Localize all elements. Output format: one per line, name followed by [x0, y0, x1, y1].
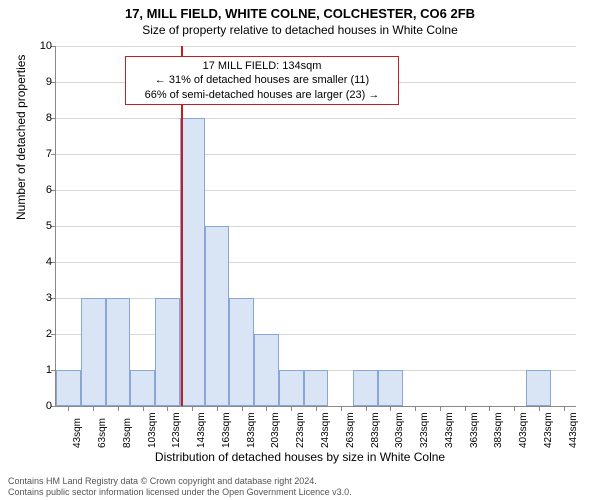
x-tick-label: 263sqm	[345, 412, 356, 448]
y-gridline	[56, 190, 576, 191]
x-tick-label: 283sqm	[370, 412, 381, 448]
y-gridline	[56, 118, 576, 119]
chart-subtitle: Size of property relative to detached ho…	[0, 23, 600, 37]
x-tick	[217, 406, 218, 411]
x-tick	[93, 406, 94, 411]
bar	[279, 370, 304, 406]
x-tick	[68, 406, 69, 411]
x-tick	[192, 406, 193, 411]
bar	[56, 370, 81, 406]
x-tick	[316, 406, 317, 411]
x-tick	[539, 406, 540, 411]
x-axis-title: Distribution of detached houses by size …	[0, 450, 600, 464]
bar	[378, 370, 403, 406]
y-tick-label: 1	[32, 364, 52, 376]
y-tick-label: 8	[32, 112, 52, 124]
x-tick-label: 223sqm	[295, 412, 306, 448]
footer: Contains HM Land Registry data © Crown c…	[8, 476, 352, 498]
x-tick-label: 403sqm	[518, 412, 529, 448]
x-tick-label: 143sqm	[196, 412, 207, 448]
y-gridline	[56, 262, 576, 263]
x-tick	[366, 406, 367, 411]
bar	[155, 298, 180, 406]
bar	[130, 370, 155, 406]
x-tick-label: 103sqm	[147, 412, 158, 448]
y-gridline	[56, 226, 576, 227]
x-tick	[291, 406, 292, 411]
y-tick-label: 2	[32, 328, 52, 340]
x-tick-label: 203sqm	[270, 412, 281, 448]
x-tick-label: 423sqm	[543, 412, 554, 448]
bar	[526, 370, 551, 406]
bar	[229, 298, 254, 406]
x-tick	[440, 406, 441, 411]
footer-line1: Contains HM Land Registry data © Crown c…	[8, 476, 352, 487]
footer-line2: Contains public sector information licen…	[8, 487, 352, 498]
bar	[304, 370, 329, 406]
x-tick	[514, 406, 515, 411]
x-tick	[489, 406, 490, 411]
x-tick	[564, 406, 565, 411]
chart-area: 01234567891043sqm63sqm83sqm103sqm123sqm1…	[55, 46, 575, 406]
x-tick-label: 43sqm	[72, 418, 83, 448]
annot-line1: 17 MILL FIELD: 134sqm	[132, 59, 392, 73]
bar	[106, 298, 131, 406]
x-tick-label: 83sqm	[122, 418, 133, 448]
x-tick-label: 303sqm	[394, 412, 405, 448]
x-tick-label: 243sqm	[320, 412, 331, 448]
x-tick-label: 163sqm	[221, 412, 232, 448]
x-tick-label: 63sqm	[97, 418, 108, 448]
bar	[180, 118, 205, 406]
x-tick	[118, 406, 119, 411]
y-tick-label: 6	[32, 184, 52, 196]
y-gridline	[56, 46, 576, 47]
y-gridline	[56, 154, 576, 155]
y-gridline	[56, 334, 576, 335]
bar	[353, 370, 378, 406]
y-tick-label: 0	[32, 400, 52, 412]
x-tick	[341, 406, 342, 411]
annot-line3: 66% of semi-detached houses are larger (…	[132, 88, 392, 102]
annot-line2: ← 31% of detached houses are smaller (11…	[132, 73, 392, 87]
x-tick	[465, 406, 466, 411]
annotation-box: 17 MILL FIELD: 134sqm ← 31% of detached …	[125, 56, 399, 105]
bar	[254, 334, 279, 406]
x-tick-label: 323sqm	[419, 412, 430, 448]
y-tick-label: 5	[32, 220, 52, 232]
bar	[81, 298, 106, 406]
x-tick-label: 383sqm	[493, 412, 504, 448]
x-tick-label: 343sqm	[444, 412, 455, 448]
y-tick-label: 9	[32, 76, 52, 88]
chart-title: 17, MILL FIELD, WHITE COLNE, COLCHESTER,…	[0, 0, 600, 21]
x-tick	[266, 406, 267, 411]
x-tick-label: 183sqm	[246, 412, 257, 448]
y-axis-title: Number of detached properties	[14, 55, 28, 220]
y-gridline	[56, 298, 576, 299]
x-tick-label: 123sqm	[171, 412, 182, 448]
y-tick-label: 7	[32, 148, 52, 160]
x-tick	[242, 406, 243, 411]
x-tick	[143, 406, 144, 411]
y-tick-label: 3	[32, 292, 52, 304]
x-tick	[390, 406, 391, 411]
x-tick-label: 363sqm	[469, 412, 480, 448]
bar	[205, 226, 230, 406]
y-tick-label: 4	[32, 256, 52, 268]
x-tick	[415, 406, 416, 411]
x-tick-label: 443sqm	[568, 412, 579, 448]
x-tick	[167, 406, 168, 411]
y-tick-label: 10	[32, 40, 52, 52]
